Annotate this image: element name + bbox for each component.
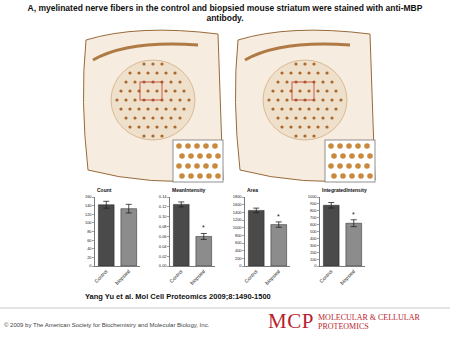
svg-text:0.06: 0.06 [159,234,168,239]
svg-text:0.14: 0.14 [159,194,168,199]
svg-text:*: * [277,213,280,220]
svg-text:800: 800 [310,208,317,213]
svg-text:800: 800 [235,233,242,238]
svg-text:0.00: 0.00 [159,263,168,268]
svg-text:600: 600 [235,240,242,245]
svg-text:Area: Area [247,187,258,193]
html-text:MCP: MCP [268,309,314,333]
html-text:PROTEOMICS: PROTEOMICS [318,322,369,331]
svg-text:400: 400 [310,236,317,241]
svg-text:0.10: 0.10 [159,214,168,219]
svg-text:160: 160 [85,194,92,199]
svg-text:1600: 1600 [233,202,243,207]
svg-text:0: 0 [314,263,317,268]
svg-text:100: 100 [85,220,92,225]
svg-text:biopsied: biopsied [339,268,357,286]
svg-text:Control: Control [93,268,109,284]
svg-text:20: 20 [87,255,92,260]
svg-text:700: 700 [310,215,317,220]
svg-text:900: 900 [310,201,317,206]
svg-text:200: 200 [235,256,242,261]
svg-text:Control: Control [318,268,334,284]
svg-text:140: 140 [85,203,92,208]
svg-text:Control: Control [168,268,184,284]
html-text:© 2009 by The American Society: © 2009 by The American Society for Bioch… [4,322,210,328]
svg-text:200: 200 [310,250,317,255]
svg-text:Control: Control [243,268,259,284]
svg-text:1000: 1000 [233,225,243,230]
svg-text:120: 120 [85,212,92,217]
svg-text:400: 400 [235,248,242,253]
svg-text:biopsied: biopsied [114,268,132,286]
svg-text:60: 60 [87,238,92,243]
svg-text:MeanIntensity: MeanIntensity [172,187,206,193]
svg-text:biopsied: biopsied [189,268,207,286]
html-text:MOLECULAR & CELLULAR: MOLECULAR & CELLULAR [318,313,420,322]
svg-text:*: * [202,224,205,231]
svg-text:0: 0 [239,263,242,268]
svg-text:1400: 1400 [233,210,243,215]
svg-text:0.02: 0.02 [159,254,168,259]
svg-text:600: 600 [310,222,317,227]
svg-text:0.04: 0.04 [159,244,168,249]
svg-text:80: 80 [87,229,92,234]
svg-text:Count: Count [97,187,112,193]
svg-text:1800: 1800 [233,194,243,199]
html-text:Yang Yu et al. Mol Cell Proteo: Yang Yu et al. Mol Cell Proteomics 2009;… [85,292,271,301]
svg-text:300: 300 [310,243,317,248]
svg-text:0: 0 [89,263,92,268]
svg-text:100: 100 [310,257,317,262]
svg-text:0.08: 0.08 [159,224,168,229]
svg-text:40: 40 [87,246,92,251]
svg-text:biopsied: biopsied [264,268,282,286]
svg-text:1200: 1200 [233,217,243,222]
svg-text:1000: 1000 [308,194,318,199]
svg-text:IntegratedIntensity: IntegratedIntensity [322,187,367,193]
svg-text:0.12: 0.12 [159,204,168,209]
html-text:A, myelinated nerve fibers in: A, myelinated nerve fibers in the contro… [27,3,423,23]
svg-text:500: 500 [310,229,317,234]
svg-text:*: * [352,211,355,218]
